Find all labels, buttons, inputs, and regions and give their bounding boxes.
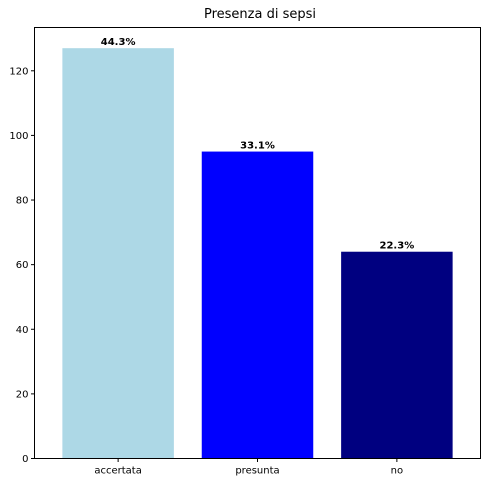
x-tick-label-accertata: accertata (94, 466, 142, 477)
plot-frame (34, 27, 481, 459)
bars-group (62, 48, 453, 459)
bar-value-label-presunta: 33.1% (240, 141, 275, 152)
bar-presunta (201, 151, 314, 459)
y-tick-label-60: 60 (16, 260, 29, 271)
bar-no (341, 251, 453, 459)
bar-labels-group: 44.3% 33.1% 22.3% (101, 37, 414, 252)
y-tick-label-20: 20 (16, 389, 29, 400)
x-axis: accertata presunta no (94, 458, 403, 477)
y-tick-label-80: 80 (16, 196, 29, 207)
bar-value-label-no: 22.3% (380, 241, 415, 252)
y-tick-label-0: 0 (22, 454, 28, 465)
y-axis: 0 20 40 60 80 100 120 (9, 66, 35, 465)
y-tick-label-40: 40 (16, 325, 29, 336)
bar-accertata (62, 48, 174, 459)
y-tick-label-100: 100 (9, 131, 28, 142)
chart-title: Presenza di sepsi (204, 7, 316, 22)
x-tick-label-presunta: presunta (235, 466, 279, 477)
bar-value-label-accertata: 44.3% (101, 37, 136, 48)
y-tick-label-120: 120 (9, 66, 28, 77)
x-tick-label-no: no (391, 466, 403, 477)
